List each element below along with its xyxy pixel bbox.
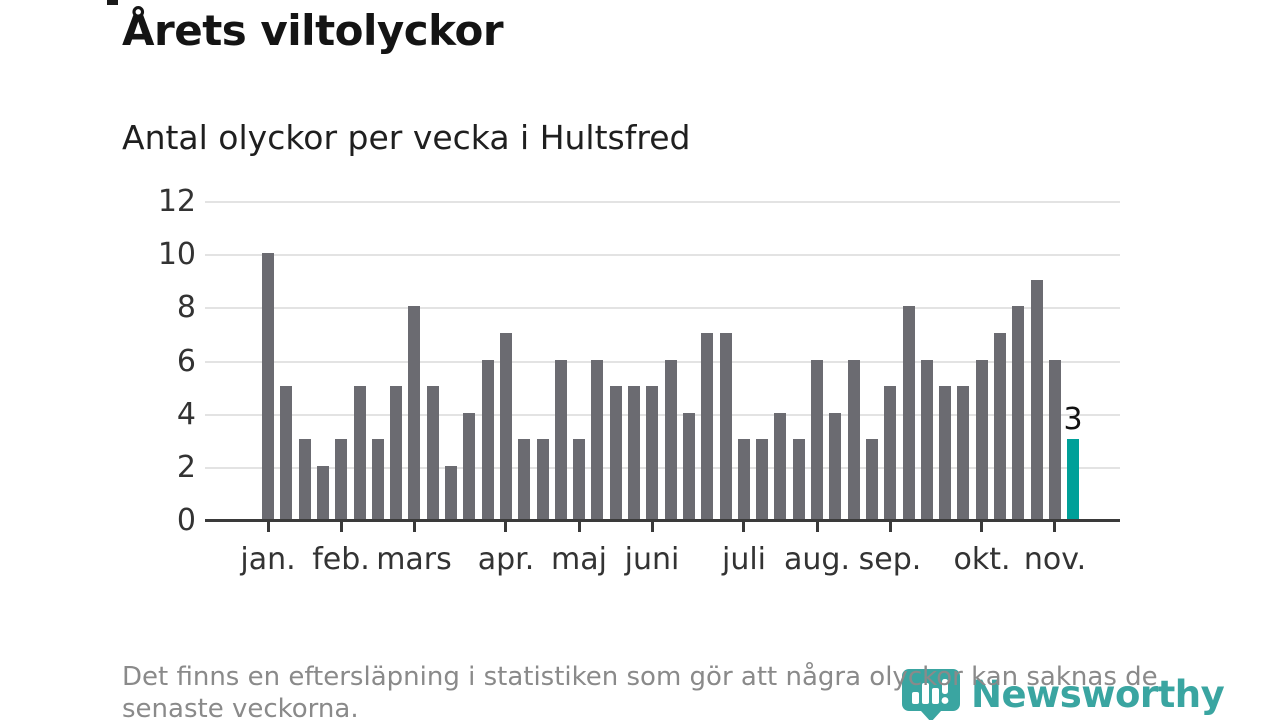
- x-axis-tick-maj: [578, 522, 581, 532]
- x-axis-tick-feb: [340, 522, 343, 532]
- bar-week-26: [720, 333, 732, 519]
- month-label-feb: feb.: [312, 542, 370, 577]
- month-label-apr: apr.: [477, 542, 535, 577]
- bar-week-32: [829, 413, 841, 519]
- bar-week-17: [555, 360, 567, 519]
- bar-week-41: [994, 333, 1006, 519]
- crop-artifact: [107, 0, 118, 5]
- month-label-jan: jan.: [240, 542, 296, 577]
- logo-bar-small: [912, 692, 919, 704]
- y-axis-tick-label: 12: [157, 184, 196, 219]
- x-axis-tick-juli: [742, 522, 745, 532]
- bar-week-39: [957, 386, 969, 519]
- gridline-y-10: [205, 254, 1120, 256]
- bar-week-16: [537, 439, 549, 519]
- y-axis-tick-label: 6: [176, 344, 196, 379]
- y-axis-tick-label: 8: [176, 290, 196, 325]
- bar-week-22: [646, 386, 658, 519]
- x-axis-tick-juni: [651, 522, 654, 532]
- bar-week-3: [299, 439, 311, 519]
- gridline-y-4: [205, 414, 1120, 416]
- x-axis-tick-okt: [980, 522, 983, 532]
- bar-week-43: [1031, 280, 1043, 519]
- bar-week-1: [262, 253, 274, 519]
- bar-week-33: [848, 360, 860, 519]
- bar-week-40: [976, 360, 988, 519]
- bar-week-13: [482, 360, 494, 519]
- bar-week-38: [939, 386, 951, 519]
- gridline-y-2: [205, 467, 1120, 469]
- bar-week-7: [372, 439, 384, 519]
- month-label-okt: okt.: [953, 542, 1011, 577]
- bar-week-6: [354, 386, 366, 519]
- bar-week-42: [1012, 306, 1024, 519]
- x-axis-tick-aug: [816, 522, 819, 532]
- newsworthy-wordmark: Newsworthy: [971, 673, 1225, 716]
- month-label-juli: juli: [721, 542, 767, 577]
- bar-week-35: [884, 386, 896, 519]
- bar-week-4: [317, 466, 329, 519]
- chart-title: Årets viltolyckor: [122, 6, 504, 55]
- month-label-aug: aug.: [784, 542, 850, 577]
- bar-week-44: [1049, 360, 1061, 519]
- bar-week-21: [628, 386, 640, 519]
- bar-week-29: [774, 413, 786, 519]
- gridline-y-6: [205, 361, 1120, 363]
- bar-week-15: [518, 439, 530, 519]
- footnote: Det finns en eftersläpning i statistiken…: [122, 661, 1158, 720]
- x-axis-tick-jan: [267, 522, 270, 532]
- month-label-maj: maj: [551, 542, 607, 577]
- y-axis-tick-label: 2: [176, 450, 196, 485]
- y-axis-tick-label: 0: [176, 503, 196, 538]
- logo-bar-medium: [932, 688, 939, 704]
- gridline-y-8: [205, 307, 1120, 309]
- bar-week-25: [701, 333, 713, 519]
- month-label-juni: juni: [624, 542, 680, 577]
- x-axis-tick-mars: [413, 522, 416, 532]
- x-axis-line: [205, 519, 1120, 522]
- bar-week-19: [591, 360, 603, 519]
- bar-week-34: [866, 439, 878, 519]
- bar-week-12: [463, 413, 475, 519]
- logo-exclamation-dot: [941, 697, 949, 704]
- bar-week-31: [811, 360, 823, 519]
- bar-week-2: [280, 386, 292, 519]
- bar-week-14: [500, 333, 512, 519]
- bar-week-18: [573, 439, 585, 519]
- x-axis-tick-nov: [1053, 522, 1056, 532]
- x-axis-tick-sep: [889, 522, 892, 532]
- bar-week-24: [683, 413, 695, 519]
- bar-week-11: [445, 466, 457, 519]
- footnote-line-1: Det finns en eftersläpning i statistiken…: [122, 662, 1158, 692]
- footnote-line-2: senaste veckorna.: [122, 694, 359, 720]
- chart-subtitle: Antal olyckor per vecka i Hultsfred: [122, 118, 691, 157]
- bar-week-30: [793, 439, 805, 519]
- bar-week-28: [756, 439, 768, 519]
- bar-week-23: [665, 360, 677, 519]
- month-label-sep: sep.: [858, 542, 922, 577]
- bar-week-5: [335, 439, 347, 519]
- bar-week-37: [921, 360, 933, 519]
- speech-bubble-bar-chart-icon: [902, 669, 960, 720]
- bar-week-27: [738, 439, 750, 519]
- bar-week-8: [390, 386, 402, 519]
- bar-week-45: [1067, 439, 1079, 519]
- month-label-nov: nov.: [1023, 542, 1087, 577]
- gridline-y-12: [205, 201, 1120, 203]
- bar-week-36: [903, 306, 915, 519]
- x-axis-tick-apr: [504, 522, 507, 532]
- last-bar-value-label: 3: [1063, 402, 1083, 437]
- bar-week-10: [427, 386, 439, 519]
- logo-exclamation-bar: [942, 679, 948, 694]
- month-label-mars: mars: [376, 542, 452, 577]
- y-axis-tick-label: 4: [176, 397, 196, 432]
- logo-bar-tall: [922, 683, 929, 704]
- bar-week-20: [610, 386, 622, 519]
- bar-week-9: [408, 306, 420, 519]
- y-axis-tick-label: 10: [157, 237, 196, 272]
